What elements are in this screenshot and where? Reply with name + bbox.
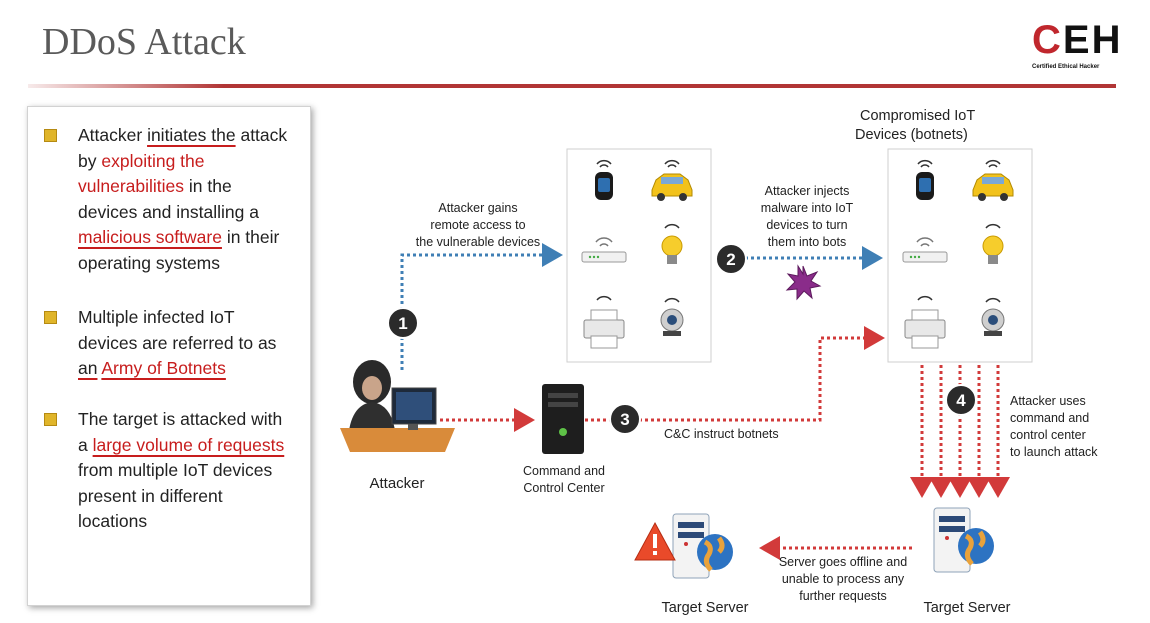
logo-letter-c: C xyxy=(1032,18,1063,62)
path-attacker-to-devices xyxy=(400,243,563,370)
bullet-panel: Attacker initiates the attack by exploit… xyxy=(27,106,311,606)
offline-text-line1: Server goes offline and xyxy=(779,555,907,569)
cnc-label-line2: Control Center xyxy=(523,481,604,495)
bullet-1: Attacker initiates the attack by exploit… xyxy=(44,123,294,276)
step1-text-line3: the vulnerable devices xyxy=(416,235,540,249)
svg-text:1: 1 xyxy=(398,314,407,333)
svg-text:3: 3 xyxy=(620,410,629,429)
bullet-1-segment: attack by xyxy=(78,125,288,171)
step-badge-4: 4 xyxy=(945,384,977,416)
step4-text-line4: to launch attack xyxy=(1010,445,1098,459)
warning-icon xyxy=(634,521,676,561)
slide-title: DDoS Attack xyxy=(42,21,246,63)
bullet-1-segment: exploiting the vulnerabilities xyxy=(78,150,205,197)
cnc-label-line1: Command and xyxy=(523,464,605,478)
logo-subtitle: Certified Ethical Hacker xyxy=(1032,64,1100,70)
target-server-left-label: Target Server xyxy=(661,600,748,616)
bullet-2-segment: Multiple infected IoT devices are referr… xyxy=(78,307,277,353)
compromised-label-line1: Compromised IoT xyxy=(860,108,975,124)
step4-text-line2: command and xyxy=(1010,411,1089,425)
step4-text-line3: control center xyxy=(1010,428,1086,442)
logo-letters-eh: EH xyxy=(1062,18,1123,62)
attacker-label: Attacker xyxy=(369,475,424,492)
bullet-1-segment: initiates the xyxy=(147,125,236,145)
attack-lines xyxy=(910,365,1010,498)
step1-text-line2: remote access to xyxy=(430,218,525,232)
logo-mark: CEH xyxy=(1032,18,1122,62)
bullet-1-segment: in the devices and installing a xyxy=(78,176,259,222)
bullet-2-segment: Army of Botnets xyxy=(101,358,226,378)
cnc-server-icon xyxy=(542,384,584,454)
step2-text-line3: devices to turn xyxy=(766,218,847,232)
bullet-3-segment: large volume of requests xyxy=(92,434,285,455)
bullet-3: The target is attacked with a large volu… xyxy=(44,407,294,535)
step-badge-2: 2 xyxy=(715,243,747,275)
bullet-3-segment: The target is attacked with a xyxy=(78,409,283,455)
step-badge-3: 3 xyxy=(609,403,641,435)
step-badge-1: 1 xyxy=(387,307,419,339)
malware-virus-icon xyxy=(785,264,822,301)
svg-text:2: 2 xyxy=(726,250,735,269)
header-rule xyxy=(28,84,1116,88)
bullet-2: Multiple infected IoT devices are referr… xyxy=(44,305,294,382)
step2-text-line2: malware into IoT xyxy=(761,201,854,215)
ceh-logo: CEH Certified Ethical Hacker xyxy=(1032,18,1122,76)
bullet-1-segment: in their operating systems xyxy=(78,227,280,273)
attacker-icon xyxy=(340,360,455,452)
offline-text-line2: unable to process any xyxy=(782,572,905,586)
bullet-1-segment: Attacker xyxy=(78,125,148,145)
step3-text: C&C instruct botnets xyxy=(664,427,779,441)
step2-text-line4: them into bots xyxy=(768,235,847,249)
bullet-2-segment: an xyxy=(78,358,98,378)
bullet-marker xyxy=(44,129,57,142)
step1-text-line1: Attacker gains xyxy=(438,201,517,215)
bullet-marker xyxy=(44,311,57,324)
compromised-label-line2: Devices (botnets) xyxy=(855,127,968,143)
path-cnc-to-botnets xyxy=(585,326,885,422)
target-server-left-icon xyxy=(673,514,733,578)
step2-text-line1: Attacker injects xyxy=(765,184,850,198)
bullet-marker xyxy=(44,413,57,426)
bullet-1-segment: malicious software xyxy=(78,227,222,247)
bullet-3-text: The target is attacked with a large volu… xyxy=(78,407,294,535)
svg-text:4: 4 xyxy=(956,391,966,410)
bullet-2-text: Multiple infected IoT devices are referr… xyxy=(78,305,294,382)
target-server-right-icon xyxy=(934,508,994,572)
bullet-1-text: Attacker initiates the attack by exploit… xyxy=(78,123,294,276)
offline-text-line3: further requests xyxy=(799,589,887,603)
step4-text-line1: Attacker uses xyxy=(1010,394,1086,408)
bullet-3-segment: from multiple IoT devices present in dif… xyxy=(78,460,273,531)
target-server-right-label: Target Server xyxy=(923,600,1010,616)
